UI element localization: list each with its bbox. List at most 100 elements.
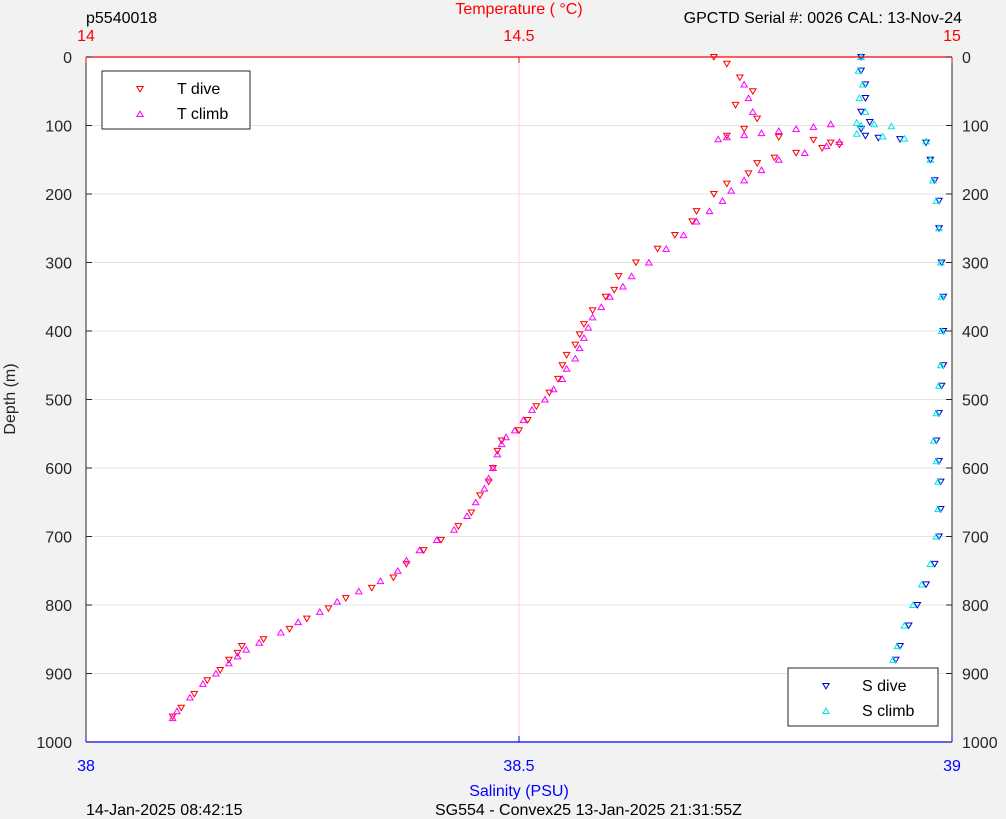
data-point	[558, 375, 567, 383]
data-point	[168, 714, 177, 722]
data-point	[233, 649, 242, 657]
legend-salinity: S dive S climb	[787, 667, 939, 727]
y-tick-label-right: 1000	[962, 735, 998, 752]
legend-label-t-climb: T climb	[177, 106, 228, 123]
mission-label: SG554 - Convex25 13-Jan-2025 21:31:55Z	[435, 802, 742, 819]
data-point	[497, 437, 506, 445]
data-point	[376, 577, 385, 585]
data-point	[177, 704, 186, 712]
data-point	[493, 447, 502, 455]
y-tick-label-left: 400	[45, 324, 72, 341]
data-point	[510, 426, 519, 434]
data-point	[653, 245, 662, 253]
data-point	[242, 645, 251, 653]
data-point	[722, 132, 731, 140]
data-point	[540, 395, 550, 403]
data-point	[172, 707, 182, 715]
data-point	[454, 523, 463, 531]
data-point	[861, 81, 870, 89]
legend-glyph-s-climb	[821, 707, 831, 715]
data-point	[692, 208, 701, 215]
y-tick-label-right: 300	[962, 256, 989, 273]
data-point	[571, 341, 580, 349]
data-point	[904, 622, 913, 630]
data-point	[198, 679, 207, 687]
data-point	[419, 547, 428, 555]
axes: 0 0 100 100 200 200 300 300 400 400 500 500 600 600 70…	[36, 28, 997, 775]
data-point	[224, 659, 233, 667]
y-tick-label-right: 200	[962, 187, 989, 204]
y-tick-label-left: 100	[45, 119, 72, 136]
data-point	[936, 506, 945, 513]
data-point	[792, 125, 801, 132]
data-point	[618, 282, 627, 290]
data-point	[324, 605, 333, 613]
data-point	[934, 381, 944, 389]
y-tick-label-right: 400	[962, 324, 989, 341]
data-point	[679, 231, 688, 239]
legend-temperature: T dive T climb	[101, 70, 251, 130]
data-point	[934, 505, 943, 513]
data-point	[449, 525, 459, 533]
data-point	[926, 155, 935, 163]
data-point	[908, 601, 918, 609]
data-point	[224, 656, 233, 664]
y-tick-label-left: 0	[63, 50, 72, 67]
data-point	[900, 621, 909, 629]
data-point	[731, 101, 740, 109]
data-point	[932, 409, 941, 417]
data-point	[662, 244, 671, 252]
y-tick-label-right: 900	[962, 667, 989, 684]
data-point	[774, 127, 783, 135]
data-point	[740, 125, 749, 133]
data-point	[855, 94, 864, 102]
data-point	[497, 440, 506, 448]
data-point	[861, 95, 870, 102]
data-point	[588, 307, 597, 315]
timestamp-label: 14-Jan-2025 08:42:15	[86, 802, 243, 819]
data-point	[727, 186, 736, 194]
data-point	[276, 628, 285, 636]
data-point	[389, 574, 398, 582]
data-point	[216, 667, 225, 674]
legend-temperature-box	[101, 70, 251, 130]
y-tick-label-right: 800	[962, 598, 989, 615]
data-point	[203, 677, 212, 685]
data-point	[584, 323, 593, 331]
data-point	[285, 625, 294, 633]
data-point	[865, 119, 874, 126]
data-point	[562, 351, 571, 359]
data-point	[488, 464, 498, 472]
data-point	[826, 139, 835, 147]
data-point	[571, 354, 580, 362]
legend-marker-s-dive	[821, 682, 831, 690]
data-point	[748, 107, 757, 115]
data-point	[436, 536, 446, 544]
top-tick-label: 14	[77, 28, 95, 45]
data-point	[934, 197, 944, 205]
legend-marker-t-climb	[135, 110, 145, 118]
legend-marker-s-climb	[821, 707, 831, 715]
data-point	[558, 362, 567, 370]
data-point	[255, 638, 264, 646]
data-point	[930, 177, 939, 185]
data-point	[367, 584, 376, 592]
data-point	[921, 581, 931, 589]
data-point	[792, 149, 801, 157]
data-point	[932, 196, 941, 204]
data-point	[921, 139, 931, 147]
y-tick-label-left: 1000	[36, 735, 72, 752]
data-point	[936, 258, 945, 266]
data-point	[887, 122, 896, 130]
data-point	[740, 131, 749, 139]
data-point	[744, 94, 753, 102]
data-point	[709, 190, 718, 198]
data-point	[744, 170, 753, 178]
legend-glyph-s-dive	[821, 682, 831, 690]
y-axis-title: Depth (m)	[2, 363, 19, 434]
data-point	[579, 333, 589, 341]
data-point	[934, 458, 944, 466]
data-point	[484, 474, 493, 482]
data-point	[856, 125, 866, 133]
data-point	[484, 478, 493, 486]
